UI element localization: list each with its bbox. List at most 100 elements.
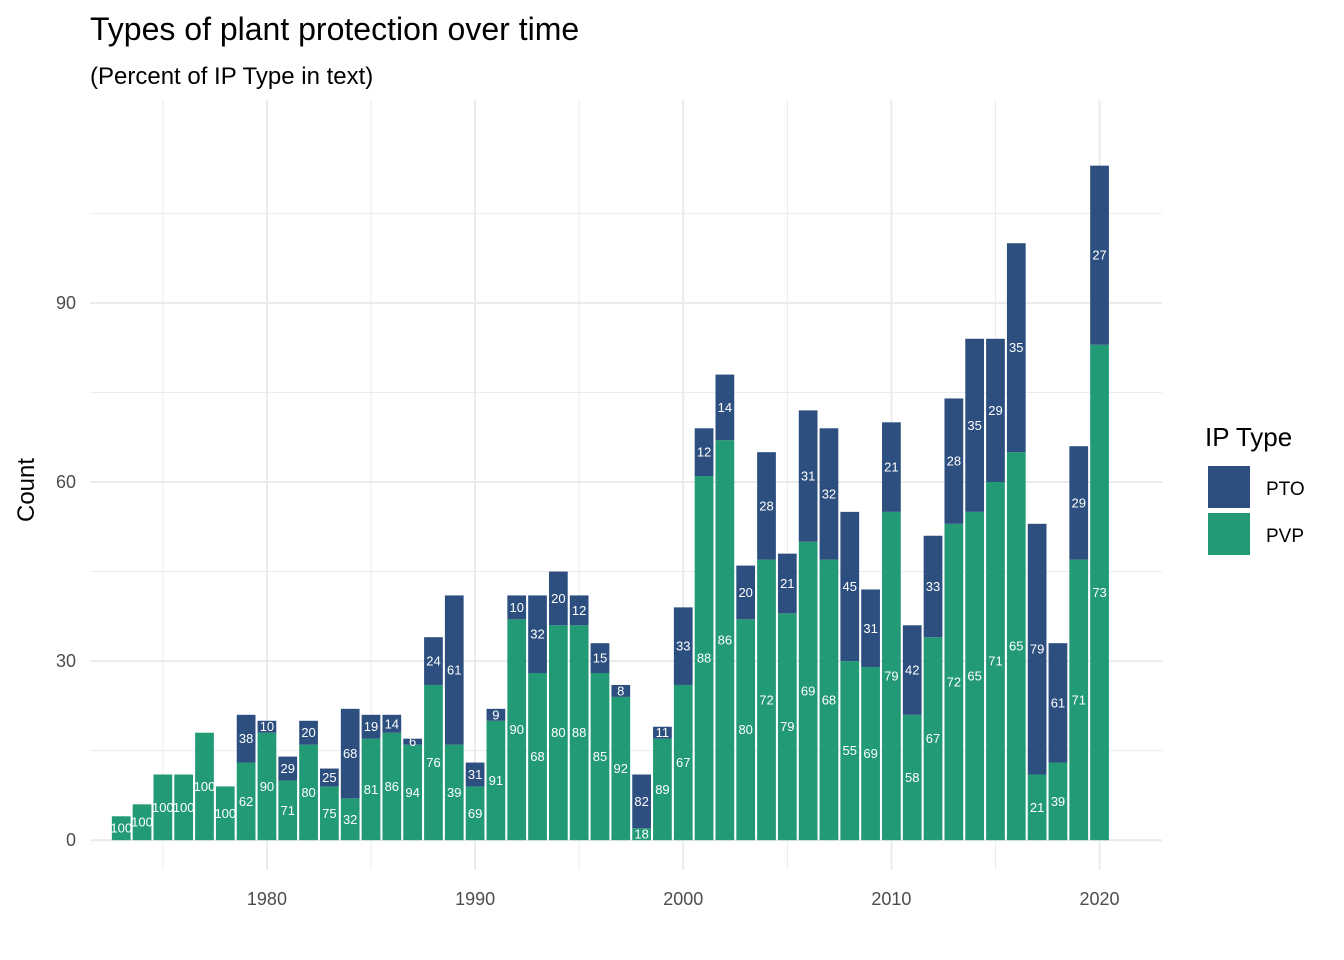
bar-value-label: 20 xyxy=(551,591,565,606)
bar-pto xyxy=(444,595,464,745)
bar-pvp xyxy=(340,798,360,841)
bar-pvp xyxy=(965,511,985,841)
bar-value-label: 100 xyxy=(214,806,236,821)
bar-value-label: 28 xyxy=(759,498,773,513)
bar-pto xyxy=(673,607,693,685)
bar-value-label: 61 xyxy=(1051,695,1065,710)
bar-pvp xyxy=(320,786,339,841)
bar-pvp xyxy=(528,673,547,841)
bar-value-label: 82 xyxy=(634,794,648,809)
bar-pvp xyxy=(444,744,464,841)
bar-value-label: 79 xyxy=(780,719,794,734)
bar-pto xyxy=(798,410,818,542)
bar-value-label: 88 xyxy=(697,651,711,666)
bar-value-label: 25 xyxy=(322,770,336,785)
bar-pvp xyxy=(132,804,152,841)
bar-value-label: 32 xyxy=(822,486,836,501)
x-tick-label: 2000 xyxy=(663,889,703,909)
bar-value-label: 21 xyxy=(1030,800,1044,815)
bar-value-label: 55 xyxy=(843,743,857,758)
bar-value-label: 12 xyxy=(697,445,711,460)
y-tick-label: 30 xyxy=(56,651,76,671)
bar-value-label: 80 xyxy=(738,722,752,737)
bar-value-label: 31 xyxy=(863,621,877,636)
y-tick-label: 60 xyxy=(56,472,76,492)
bar-pto xyxy=(944,398,964,524)
bar-value-label: 39 xyxy=(1051,794,1065,809)
bar-pvp xyxy=(632,828,651,841)
bar-value-label: 42 xyxy=(905,663,919,678)
bar-value-label: 10 xyxy=(260,719,274,734)
bar-value-label: 29 xyxy=(1072,495,1086,510)
bar-value-label: 86 xyxy=(718,633,732,648)
bar-pvp xyxy=(944,523,964,841)
bar-pto xyxy=(902,625,922,715)
bar-pto xyxy=(632,774,651,829)
bar-value-label: 100 xyxy=(110,821,132,836)
bar-pto xyxy=(986,338,1005,483)
bar-pvp xyxy=(736,619,756,841)
bar-value-label: 14 xyxy=(718,400,732,415)
bars xyxy=(111,165,1109,841)
bar-value-label: 8 xyxy=(617,683,624,698)
bar-pvp xyxy=(1090,344,1109,841)
bar-pvp xyxy=(1006,452,1026,841)
bar-value-label: 21 xyxy=(884,460,898,475)
bar-value-label: 65 xyxy=(1009,639,1023,654)
bar-pto xyxy=(236,714,256,763)
bar-value-label: 73 xyxy=(1092,585,1106,600)
bar-pto xyxy=(278,756,298,781)
bar-pto xyxy=(861,589,880,668)
bar-value-label: 65 xyxy=(967,669,981,684)
bar-value-label: 69 xyxy=(801,683,815,698)
bar-pto xyxy=(569,595,589,626)
bar-value-label: 67 xyxy=(926,731,940,746)
x-tick-label: 1980 xyxy=(247,889,287,909)
bar-pvp xyxy=(861,667,880,841)
legend-label-pvp: PVP xyxy=(1266,526,1304,547)
bar-pto xyxy=(590,643,610,674)
bar-value-label: 71 xyxy=(1072,692,1086,707)
bar-pvp xyxy=(882,511,901,841)
bar-pto xyxy=(965,338,985,512)
bar-value-label: 85 xyxy=(593,749,607,764)
bar-value-label: 39 xyxy=(447,785,461,800)
bar-value-label: 69 xyxy=(468,806,482,821)
bar-pvp xyxy=(1069,559,1089,841)
bar-value-label: 79 xyxy=(884,669,898,684)
legend-swatch-pvp xyxy=(1208,513,1250,555)
bar-pto xyxy=(1027,523,1047,775)
bar-value-label: 24 xyxy=(426,654,440,669)
bar-value-label: 86 xyxy=(385,779,399,794)
bar-value-label: 88 xyxy=(572,725,586,740)
bar-pvp xyxy=(715,440,735,841)
bar-pvp xyxy=(757,559,776,841)
bar-pvp xyxy=(195,732,214,841)
bar-pto xyxy=(777,553,797,614)
bar-value-label: 14 xyxy=(385,716,399,731)
bar-value-label: 35 xyxy=(967,418,981,433)
bar-pvp xyxy=(548,625,568,841)
bar-pto xyxy=(1048,643,1068,763)
bar-pvp xyxy=(569,625,589,841)
bar-value-label: 71 xyxy=(281,803,295,818)
bar-pvp xyxy=(694,476,714,841)
bar-pto xyxy=(299,720,318,745)
bar-pto xyxy=(403,738,423,745)
bar-value-label: 91 xyxy=(489,773,503,788)
x-tick-label: 1990 xyxy=(455,889,495,909)
bar-pvp xyxy=(653,738,672,841)
bar-pto xyxy=(1006,243,1026,453)
bar-pto xyxy=(882,422,901,512)
bar-value-label: 90 xyxy=(509,722,523,737)
bar-pvp xyxy=(923,637,943,841)
bar-value-label: 31 xyxy=(801,469,815,484)
bar-value-label: 76 xyxy=(426,755,440,770)
bar-pvp xyxy=(840,661,860,841)
bar-pto xyxy=(840,511,860,662)
bar-pto xyxy=(465,762,485,787)
bar-pvp xyxy=(215,786,235,841)
y-tick-label: 0 xyxy=(66,830,76,850)
bar-pto xyxy=(923,535,943,638)
